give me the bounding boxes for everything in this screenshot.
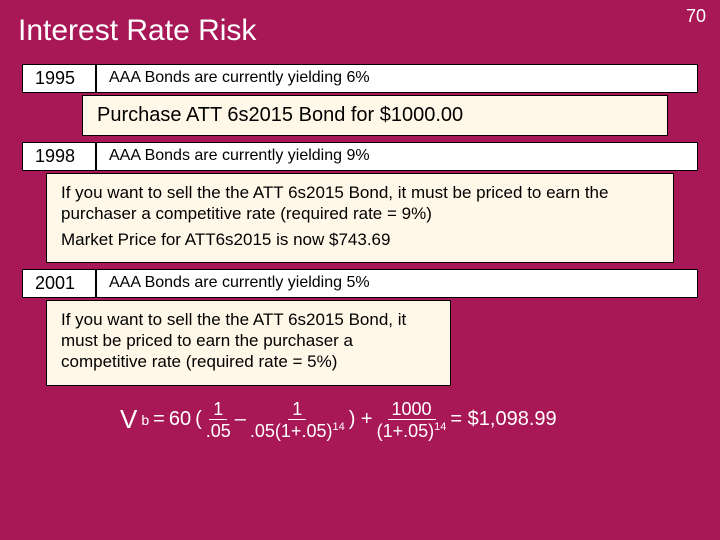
f3-num: 1000 (388, 400, 436, 420)
year-row-1995: 1995 AAA Bonds are currently yielding 6% (22, 64, 698, 93)
f1-den: .05 (206, 420, 231, 440)
f2-den-base: .05(1+.05) (250, 421, 333, 441)
formula-frac1: 1 .05 (206, 400, 231, 440)
note-1998-1: If you want to sell the the ATT 6s2015 B… (61, 182, 659, 225)
bond-price-formula: Vb = 60( 1 .05 – 1 .05(1+.05)14 ) + 1000… (120, 400, 720, 440)
formula-coupon: 60 (169, 408, 191, 431)
year-tag-1995: 1995 (22, 64, 96, 93)
f2-den: .05(1+.05)14 (250, 420, 345, 440)
slide-title: Interest Rate Risk (0, 0, 720, 58)
f2-num: 1 (288, 400, 306, 420)
yield-line-1998: AAA Bonds are currently yielding 9% (96, 142, 698, 171)
formula-frac3: 1000 (1+.05)14 (377, 400, 447, 440)
f3-den-exp: 14 (434, 421, 446, 433)
formula-minus: – (235, 408, 246, 431)
f3-den: (1+.05)14 (377, 420, 447, 440)
formula-lparen: ( (195, 408, 202, 431)
f3-den-base: (1+.05) (377, 421, 435, 441)
formula-result: = $1,098.99 (450, 408, 556, 431)
note-1998-2: Market Price for ATT6s2015 is now $743.6… (61, 229, 659, 250)
f2-den-exp: 14 (332, 421, 344, 433)
year-tag-2001: 2001 (22, 269, 96, 298)
formula-frac2: 1 .05(1+.05)14 (250, 400, 345, 440)
section-1995: 1995 AAA Bonds are currently yielding 6%… (22, 64, 698, 136)
year-tag-1998: 1998 (22, 142, 96, 171)
formula-sub: b (141, 412, 149, 428)
year-row-2001: 2001 AAA Bonds are currently yielding 5% (22, 269, 698, 298)
note-2001-1: If you want to sell the the ATT 6s2015 B… (61, 309, 436, 373)
formula-eq: = (153, 408, 165, 431)
purchase-box: Purchase ATT 6s2015 Bond for $1000.00 (82, 95, 668, 136)
yield-line-2001: AAA Bonds are currently yielding 5% (96, 269, 698, 298)
yield-line-1995: AAA Bonds are currently yielding 6% (96, 64, 698, 93)
section-1998: 1998 AAA Bonds are currently yielding 9%… (22, 142, 698, 263)
note-box-1998: If you want to sell the the ATT 6s2015 B… (46, 173, 674, 263)
note-box-2001: If you want to sell the the ATT 6s2015 B… (46, 300, 451, 386)
section-2001: 2001 AAA Bonds are currently yielding 5%… (22, 269, 698, 386)
formula-var: V (120, 404, 137, 435)
formula-rparen-plus: ) + (349, 408, 373, 431)
year-row-1998: 1998 AAA Bonds are currently yielding 9% (22, 142, 698, 171)
f1-num: 1 (209, 400, 227, 420)
page-number: 70 (686, 6, 706, 27)
